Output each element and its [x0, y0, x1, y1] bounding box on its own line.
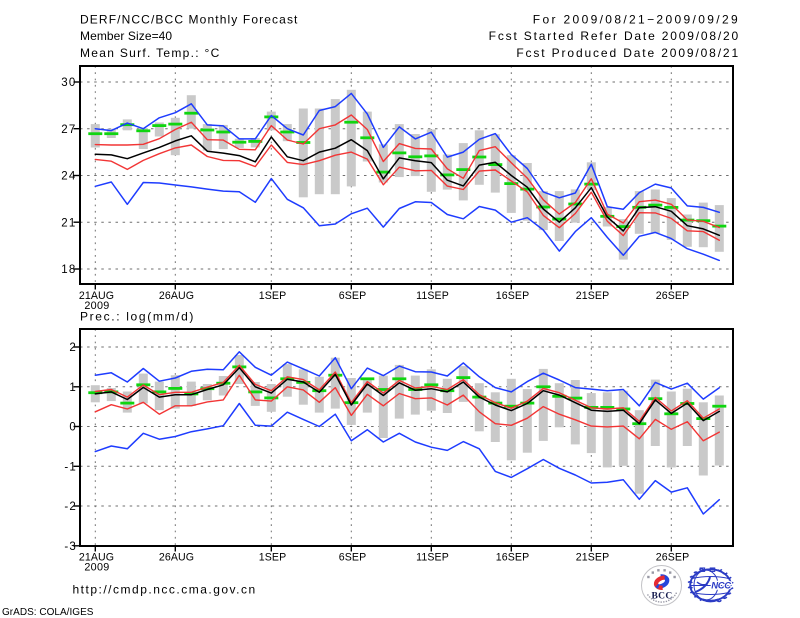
svg-text:26SEP: 26SEP	[656, 290, 690, 302]
svg-text:2: 2	[69, 342, 77, 354]
svg-text:26AUG: 26AUG	[159, 552, 194, 564]
svg-text:NCC: NCC	[711, 581, 731, 592]
svg-text:For 2009/08/21−2009/09/29: For 2009/08/21−2009/09/29	[533, 13, 740, 27]
svg-text:Fcst Started Refer Date 2009/0: Fcst Started Refer Date 2009/08/20	[489, 29, 740, 43]
svg-text:http://cmdp.ncc.cma.gov.cn: http://cmdp.ncc.cma.gov.cn	[73, 583, 257, 597]
svg-text:11SEP: 11SEP	[416, 552, 449, 564]
svg-text:0: 0	[69, 422, 77, 434]
svg-text:-3: -3	[64, 541, 77, 553]
svg-text:1SEP: 1SEP	[259, 290, 287, 302]
svg-text:DERF/NCC/BCC Monthly Forecast: DERF/NCC/BCC Monthly Forecast	[80, 13, 299, 27]
svg-text:1SEP: 1SEP	[259, 552, 287, 564]
svg-text:-1: -1	[64, 461, 77, 473]
svg-text:21AUG: 21AUG	[79, 290, 114, 302]
svg-text:26SEP: 26SEP	[656, 552, 690, 564]
svg-text:21SEP: 21SEP	[576, 552, 610, 564]
svg-text:6SEP: 6SEP	[339, 290, 367, 302]
svg-text:11SEP: 11SEP	[416, 290, 449, 302]
svg-text:27: 27	[61, 124, 76, 136]
svg-text:Prec.: log(mm/d): Prec.: log(mm/d)	[80, 310, 195, 324]
svg-text:GrADS: COLA/IGES: GrADS: COLA/IGES	[2, 607, 94, 618]
svg-text:Member Size=40: Member Size=40	[80, 29, 172, 43]
svg-text:6SEP: 6SEP	[339, 552, 367, 564]
svg-text:BCC: BCC	[652, 592, 673, 602]
svg-text:-2: -2	[64, 501, 77, 513]
svg-text:21AUG: 21AUG	[79, 552, 114, 564]
svg-text:2009: 2009	[84, 300, 109, 312]
svg-text:24: 24	[61, 171, 76, 183]
svg-text:16SEP: 16SEP	[496, 552, 530, 564]
svg-text:30: 30	[61, 77, 76, 89]
svg-text:18: 18	[61, 264, 76, 276]
svg-text:Mean Surf. Temp.: °C: Mean Surf. Temp.: °C	[80, 46, 221, 60]
svg-text:16SEP: 16SEP	[496, 290, 530, 302]
svg-text:Fcst Produced Date 2009/08/21: Fcst Produced Date 2009/08/21	[516, 46, 740, 60]
svg-text:21: 21	[61, 217, 76, 229]
svg-text:1: 1	[69, 382, 77, 394]
svg-text:21SEP: 21SEP	[576, 290, 610, 302]
svg-text:NCC: NCC	[711, 581, 731, 592]
svg-text:2009: 2009	[84, 561, 109, 573]
svg-text:26AUG: 26AUG	[159, 290, 194, 302]
